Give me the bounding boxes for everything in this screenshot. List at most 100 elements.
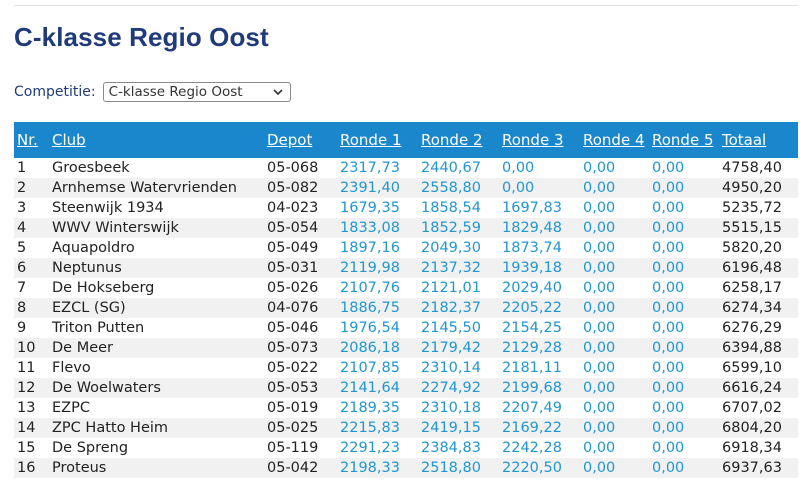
table-row: 7 De Hokseberg 05-026 2107,76 2121,01 2029,40… <box>14 278 798 298</box>
sort-ronde-3-link[interactable]: Ronde 3 <box>502 131 564 149</box>
header-ronde-2: Ronde 2 <box>418 122 499 158</box>
cell-ronde-2: 1858,54 <box>418 198 499 218</box>
cell-nr: 12 <box>14 378 49 398</box>
cell-total: 5820,20 <box>719 238 798 258</box>
cell-club: De Hokseberg <box>49 278 264 298</box>
cell-ronde-4: 0,00 <box>580 278 649 298</box>
table-row: 1 Groesbeek 05-068 2317,73 2440,67 0,00 0,00 0,… <box>14 158 798 178</box>
cell-ronde-1: 2119,98 <box>337 258 418 278</box>
cell-depot: 05-082 <box>264 178 337 198</box>
cell-ronde-1: 2107,76 <box>337 278 418 298</box>
cell-ronde-3: 2220,50 <box>499 458 580 478</box>
cell-ronde-1: 2086,18 <box>337 338 418 358</box>
table-header-row: Nr. Club Depot Ronde 1 Ronde 2 Ronde 3 R… <box>14 122 798 158</box>
sort-total-link[interactable]: Totaal <box>722 131 767 149</box>
cell-nr: 10 <box>14 338 49 358</box>
cell-ronde-1: 1833,08 <box>337 218 418 238</box>
cell-ronde-1: 1886,75 <box>337 298 418 318</box>
cell-total: 6937,63 <box>719 458 798 478</box>
cell-ronde-1: 2291,23 <box>337 438 418 458</box>
table-row: 4 WWV Winterswijk 05-054 1833,08 1852,59 1829… <box>14 218 798 238</box>
header-ronde-5: Ronde 5 <box>649 122 719 158</box>
cell-ronde-5: 0,00 <box>649 318 719 338</box>
cell-club: Triton Putten <box>49 318 264 338</box>
cell-ronde-5: 0,00 <box>649 238 719 258</box>
cell-club: Flevo <box>49 358 264 378</box>
cell-total: 5515,15 <box>719 218 798 238</box>
cell-club: WWV Winterswijk <box>49 218 264 238</box>
cell-ronde-3: 2199,68 <box>499 378 580 398</box>
cell-nr: 6 <box>14 258 49 278</box>
cell-ronde-5: 0,00 <box>649 358 719 378</box>
cell-depot: 05-073 <box>264 338 337 358</box>
cell-ronde-5: 0,00 <box>649 418 719 438</box>
cell-club: ZPC Hatto Heim <box>49 418 264 438</box>
competition-select-value: C-klasse Regio Oost <box>108 84 243 100</box>
cell-ronde-2: 2419,15 <box>418 418 499 438</box>
header-ronde-1: Ronde 1 <box>337 122 418 158</box>
page-title: C-klasse Regio Oost <box>14 22 269 52</box>
competition-selector: Competitie: C-klasse Regio Oost <box>14 82 291 102</box>
cell-ronde-5: 0,00 <box>649 378 719 398</box>
cell-ronde-5: 0,00 <box>649 218 719 238</box>
table-row: 8 EZCL (SG) 04-076 1886,75 2182,37 2205,22 0,0… <box>14 298 798 318</box>
cell-club: Groesbeek <box>49 158 264 178</box>
cell-depot: 04-076 <box>264 298 337 318</box>
cell-total: 6274,34 <box>719 298 798 318</box>
cell-ronde-5: 0,00 <box>649 278 719 298</box>
cell-ronde-2: 2145,50 <box>418 318 499 338</box>
cell-nr: 7 <box>14 278 49 298</box>
sort-nr-link[interactable]: Nr. <box>17 131 38 149</box>
cell-ronde-5: 0,00 <box>649 298 719 318</box>
cell-nr: 9 <box>14 318 49 338</box>
sort-club-link[interactable]: Club <box>52 131 86 149</box>
cell-nr: 8 <box>14 298 49 318</box>
cell-ronde-2: 2440,67 <box>418 158 499 178</box>
cell-ronde-1: 1679,35 <box>337 198 418 218</box>
sort-ronde-5-link[interactable]: Ronde 5 <box>652 131 714 149</box>
cell-nr: 5 <box>14 238 49 258</box>
cell-club: De Spreng <box>49 438 264 458</box>
table-row: 12 De Woelwaters 05-053 2141,64 2274,92 2199,… <box>14 378 798 398</box>
cell-total: 6918,34 <box>719 438 798 458</box>
cell-ronde-3: 1873,74 <box>499 238 580 258</box>
cell-club: De Woelwaters <box>49 378 264 398</box>
cell-ronde-2: 2310,14 <box>418 358 499 378</box>
sort-depot-link[interactable]: Depot <box>267 131 313 149</box>
header-club: Club <box>49 122 264 158</box>
cell-ronde-2: 2558,80 <box>418 178 499 198</box>
cell-depot: 05-054 <box>264 218 337 238</box>
cell-nr: 13 <box>14 398 49 418</box>
cell-nr: 1 <box>14 158 49 178</box>
cell-depot: 05-031 <box>264 258 337 278</box>
cell-ronde-3: 0,00 <box>499 158 580 178</box>
table-row: 16 Proteus 05-042 2198,33 2518,80 2220,50 0,00… <box>14 458 798 478</box>
cell-ronde-2: 2049,30 <box>418 238 499 258</box>
competition-select[interactable]: C-klasse Regio Oost <box>102 82 291 102</box>
cell-ronde-1: 2107,85 <box>337 358 418 378</box>
cell-depot: 05-046 <box>264 318 337 338</box>
cell-ronde-1: 2317,73 <box>337 158 418 178</box>
cell-ronde-5: 0,00 <box>649 438 719 458</box>
chevron-down-icon <box>273 89 283 96</box>
cell-ronde-1: 1976,54 <box>337 318 418 338</box>
cell-ronde-4: 0,00 <box>580 158 649 178</box>
cell-ronde-3: 2169,22 <box>499 418 580 438</box>
cell-ronde-4: 0,00 <box>580 298 649 318</box>
cell-club: Steenwijk 1934 <box>49 198 264 218</box>
cell-ronde-4: 0,00 <box>580 318 649 338</box>
competition-label: Competitie: <box>14 84 96 100</box>
sort-ronde-4-link[interactable]: Ronde 4 <box>583 131 645 149</box>
cell-nr: 15 <box>14 438 49 458</box>
cell-club: EZPC <box>49 398 264 418</box>
table-row: 2 Arnhemse Watervrienden 05-082 2391,40 2558… <box>14 178 798 198</box>
sort-ronde-1-link[interactable]: Ronde 1 <box>340 131 402 149</box>
cell-ronde-4: 0,00 <box>580 178 649 198</box>
cell-depot: 05-019 <box>264 398 337 418</box>
cell-ronde-5: 0,00 <box>649 198 719 218</box>
cell-ronde-5: 0,00 <box>649 398 719 418</box>
cell-depot: 05-068 <box>264 158 337 178</box>
header-ronde-4: Ronde 4 <box>580 122 649 158</box>
header-depot: Depot <box>264 122 337 158</box>
sort-ronde-2-link[interactable]: Ronde 2 <box>421 131 483 149</box>
